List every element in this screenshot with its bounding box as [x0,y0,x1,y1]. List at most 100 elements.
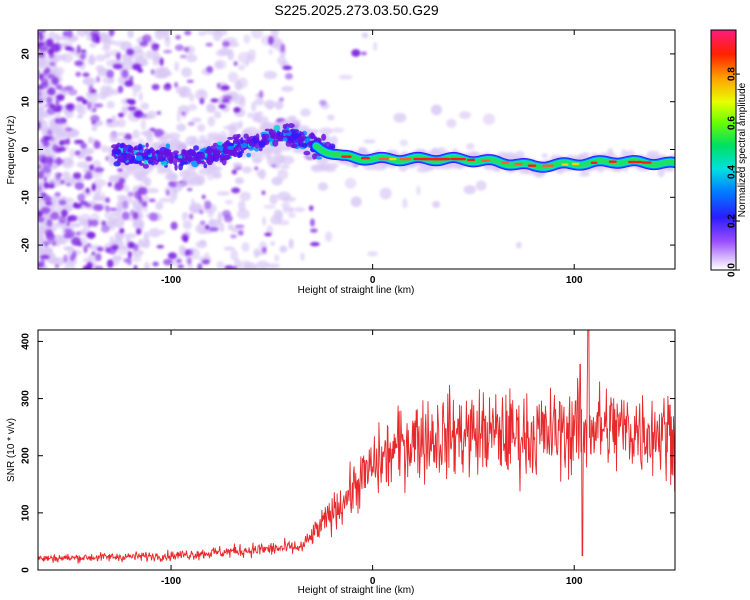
spectrogram-dot [80,53,86,60]
spectrogram-dot [47,73,55,79]
spectrogram-dot [46,219,53,227]
spectrogram-dot [150,69,155,75]
noise-blob [115,234,122,243]
cluster-blob [212,150,220,156]
noise-blob [213,110,222,119]
noise-blob [136,205,143,211]
cluster-blob [315,156,323,160]
spectrogram-dot [75,231,81,236]
noise-blob [191,117,202,123]
spectrogram-dot [233,106,241,113]
noise-blob [219,222,225,233]
spectrogram-dot [86,243,92,248]
spectrogram-dot [140,113,148,118]
spectrogram-dot [163,83,172,91]
spectrogram-dot [261,190,266,196]
snr-y-label: SNR (10 * v/v) [6,418,17,482]
spectrogram-dot [43,181,49,189]
cluster-blob [162,150,166,155]
noise-blob [458,111,472,120]
noise-blob [148,228,161,238]
spectrogram-dot [238,230,244,236]
noise-blob [100,144,109,153]
noise-blob [251,264,258,269]
noise-blob [95,183,102,196]
halo-blob [611,167,623,173]
halo-blob [329,135,338,146]
noise-blob [289,206,294,213]
cluster-blob [113,161,121,167]
spectrogram-dot [134,191,142,200]
spectrogram-dot [87,218,92,228]
spectrogram-dot [75,71,82,77]
spectrogram-dot [86,101,92,110]
noise-blob [111,212,118,217]
spectrogram-dot [80,142,87,149]
noise-blob [155,201,164,211]
noise-blob [399,139,409,147]
spectrogram-dot [310,241,320,247]
noise-blob [361,32,369,39]
halo-blob [326,114,335,121]
halo-blob [514,151,525,158]
spectrogram-dot [163,49,173,54]
noise-blob [282,207,291,214]
spectrogram-dot [47,129,53,136]
spectrogram-dot [91,34,100,43]
colorbar-gradient [710,29,737,271]
snr-axes: -100 0 100 0 100 200 300 400 [21,330,675,587]
noise-blob [241,166,253,174]
noise-blob [270,30,279,38]
spectrogram-dot [261,246,267,253]
noise-blob [181,67,192,78]
cluster-blob [118,154,125,162]
spectrogram-dot [117,112,125,118]
ridge-hot [341,155,652,167]
spectrogram-dot [167,252,177,259]
spectrogram-dot [268,36,274,45]
cluster-blob [227,136,234,140]
noise-blob [379,187,392,200]
halo-blob [151,142,160,149]
spectrogram-dot [107,181,112,187]
spectrogram-dot [105,247,111,254]
halo-blob [114,132,127,137]
cluster-blob [222,154,231,161]
spectrogram-dot [183,47,190,52]
snr-y-tick-label: 100 [21,504,32,521]
noise-blob [38,249,45,254]
noise-blob [207,116,216,127]
spectrogram-dot [282,65,293,71]
noise-blob [432,200,441,209]
spectrogram-dot [100,225,110,233]
noise-blob [239,191,251,202]
spectrogram-dot [163,258,173,266]
noise-blob [64,201,74,211]
spectrogram-dot [188,213,194,220]
noise-blob [230,249,239,261]
noise-blob [218,48,231,56]
spectrogram-dot [127,191,134,197]
noise-blob [402,197,408,209]
spectrogram-dot [41,206,51,214]
spectrogram-dot [122,200,129,209]
noise-blob [363,139,376,144]
noise-blob [88,135,93,145]
noise-blob [214,61,224,70]
spectrogram-x-label: Height of straight line (km) [298,285,415,296]
halo-blob [133,170,147,180]
cluster-blob [288,140,293,144]
spectrogram-dot [38,98,44,104]
noise-blob [54,54,62,62]
noise-blob [160,229,165,235]
noise-blob [52,178,63,187]
spectrogram-dot [156,111,162,115]
noise-blob [268,49,273,55]
spectrogram-dot [156,244,165,249]
noise-blob [281,85,294,92]
cluster-blob [235,143,242,152]
spectrogram-dot [93,140,101,150]
spectrogram-dot [85,187,90,194]
spectrogram-dot [94,103,104,108]
cluster-blob [158,156,163,161]
